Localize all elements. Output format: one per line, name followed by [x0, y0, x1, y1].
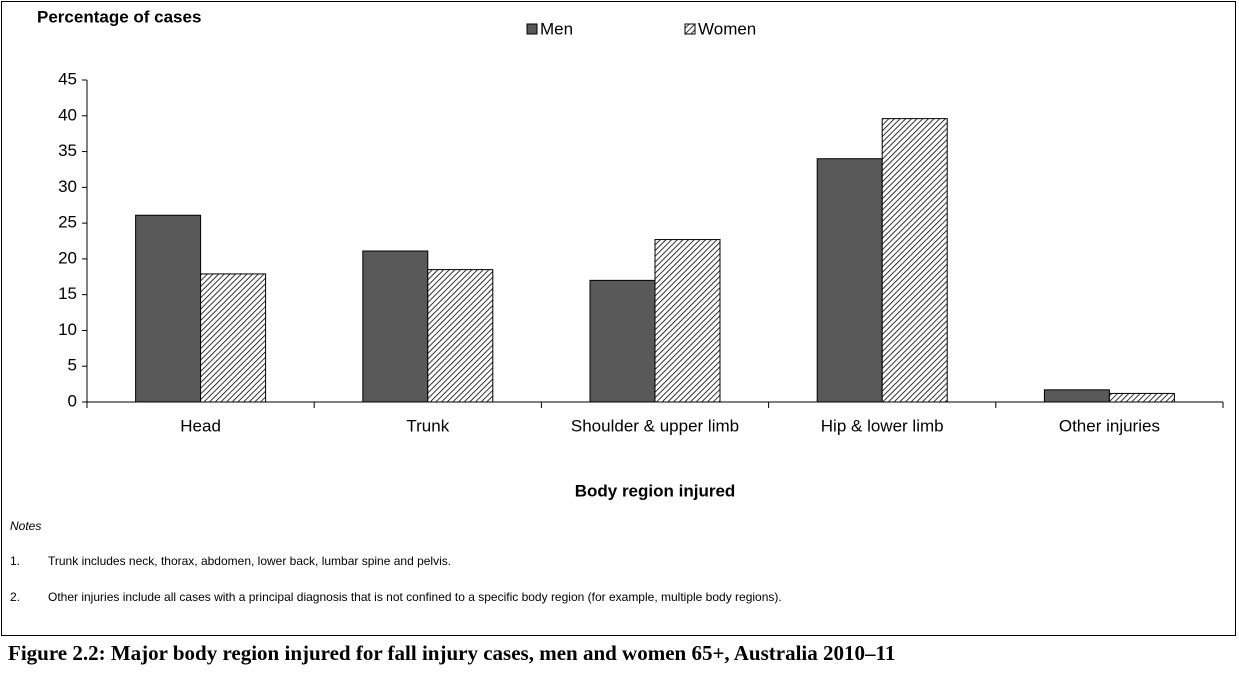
note-text: Trunk includes neck, thorax, abdomen, lo…	[48, 554, 451, 568]
y-tick-label: 35	[58, 141, 77, 160]
note-text: Other injuries include all cases with a …	[48, 590, 782, 604]
legend-swatch	[684, 23, 696, 35]
chart-frame	[1, 1, 1236, 636]
legend-swatch	[526, 23, 538, 35]
bar	[816, 158, 883, 403]
bar	[1043, 389, 1110, 403]
legend-label: Women	[698, 19, 756, 38]
bar	[362, 250, 429, 403]
x-tick-label: Shoulder & upper limb	[571, 416, 739, 435]
y-tick-label: 40	[58, 105, 77, 124]
x-tick-label: Other injuries	[1059, 416, 1160, 435]
bar	[654, 239, 721, 403]
y-tick-label: 20	[58, 248, 77, 267]
y-tick-label: 30	[58, 177, 77, 196]
bar	[881, 118, 948, 403]
bar	[589, 279, 656, 403]
y-axis-title: Percentage of cases	[37, 7, 201, 26]
note-number: 2.	[10, 590, 20, 604]
y-tick-label: 0	[68, 391, 77, 410]
x-tick-label: Trunk	[406, 416, 449, 435]
y-tick-label: 25	[58, 213, 77, 232]
note-number: 1.	[10, 554, 20, 568]
figure-caption: Figure 2.2: Major body region injured fo…	[8, 641, 895, 665]
legend-label: Men	[540, 19, 573, 38]
bar	[135, 214, 202, 403]
y-tick-label: 5	[68, 356, 77, 375]
notes-heading: Notes	[10, 519, 41, 533]
bar	[427, 269, 494, 403]
bar	[200, 273, 267, 403]
bar	[1108, 392, 1175, 403]
y-tick-label: 10	[58, 320, 77, 339]
x-tick-label: Hip & lower limb	[821, 416, 944, 435]
x-tick-label: Head	[180, 416, 221, 435]
y-tick-label: 45	[58, 69, 77, 88]
y-tick-label: 15	[58, 284, 77, 303]
x-axis-title: Body region injured	[575, 481, 736, 500]
